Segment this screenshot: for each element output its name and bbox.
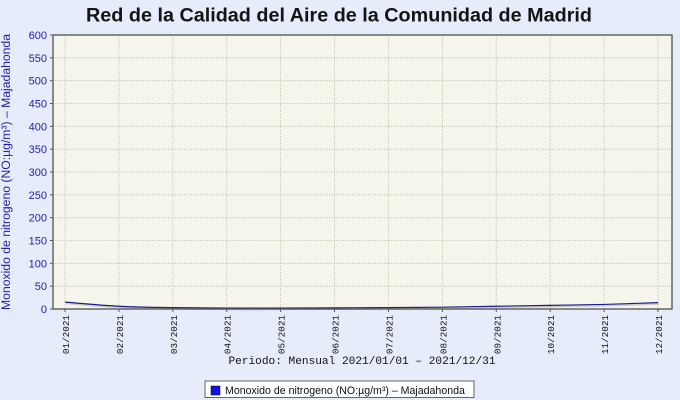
svg-text:01/2021: 01/2021 xyxy=(61,315,72,354)
svg-text:08/2021: 08/2021 xyxy=(438,315,449,354)
svg-text:50: 50 xyxy=(35,281,47,293)
svg-text:10/2021: 10/2021 xyxy=(546,315,557,354)
svg-text:Monoxido de nitrogeno (NO:µg/m: Monoxido de nitrogeno (NO:µg/m³) – Majad… xyxy=(0,34,13,310)
svg-text:Monoxido de nitrogeno (NO:µg/m: Monoxido de nitrogeno (NO:µg/m³) – Majad… xyxy=(225,385,465,397)
svg-text:02/2021: 02/2021 xyxy=(115,315,126,354)
svg-text:04/2021: 04/2021 xyxy=(223,315,234,354)
svg-text:05/2021: 05/2021 xyxy=(277,315,288,354)
svg-text:300: 300 xyxy=(29,167,47,179)
svg-text:11/2021: 11/2021 xyxy=(600,315,611,354)
svg-text:06/2021: 06/2021 xyxy=(331,315,342,354)
svg-text:09/2021: 09/2021 xyxy=(492,315,503,354)
svg-text:100: 100 xyxy=(29,258,47,270)
svg-text:Red de la Calidad del Aire de: Red de la Calidad del Aire de la Comunid… xyxy=(86,5,592,27)
svg-text:12/2021: 12/2021 xyxy=(654,315,665,354)
svg-text:200: 200 xyxy=(29,213,47,225)
svg-text:250: 250 xyxy=(29,190,47,202)
svg-text:150: 150 xyxy=(29,236,47,248)
svg-text:350: 350 xyxy=(29,144,47,156)
svg-text:0: 0 xyxy=(41,304,47,316)
svg-text:Periodo: Mensual 2021/01/01 –: Periodo: Mensual 2021/01/01 – 2021/12/31 xyxy=(228,356,495,368)
svg-text:500: 500 xyxy=(29,76,47,88)
svg-text:03/2021: 03/2021 xyxy=(169,315,180,354)
svg-text:450: 450 xyxy=(29,99,47,111)
svg-text:07/2021: 07/2021 xyxy=(384,315,395,354)
svg-text:400: 400 xyxy=(29,121,47,133)
svg-text:550: 550 xyxy=(29,53,47,65)
svg-text:600: 600 xyxy=(29,30,47,42)
